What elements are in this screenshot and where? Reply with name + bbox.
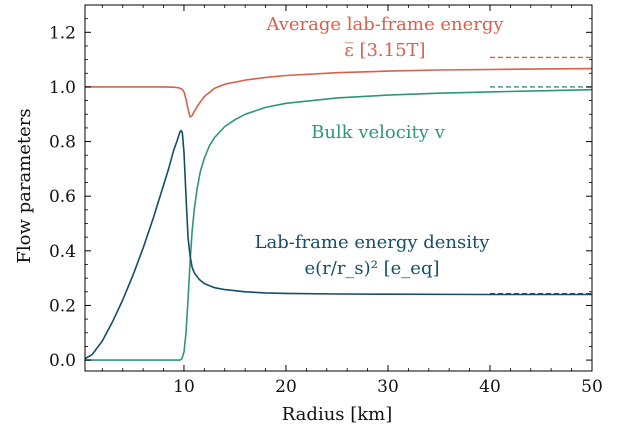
annotation-velocity: Bulk velocity v: [311, 122, 446, 143]
y-tick-label: 1.2: [49, 23, 76, 43]
series-line-density: [84, 129, 592, 360]
x-tick-label: 10: [173, 377, 195, 397]
y-tick-label: 0.4: [49, 242, 76, 262]
x-tick-label: 50: [581, 377, 603, 397]
series-line-velocity: [85, 88, 593, 361]
y-axis-title: Flow parameters: [14, 108, 35, 263]
x-tick-label: 20: [275, 377, 297, 397]
tick-layer: 10 20 30 40 50 0.0 0.2 0.4 0.6 0.8 1.0 1.2: [49, 5, 603, 397]
series-layer: [84, 67, 593, 361]
plot-frame: [84, 4, 593, 372]
annotation-energy-line1: Average lab-frame energy: [265, 14, 504, 35]
annotation-energy-line2: ε̅ [3.15T]: [344, 40, 425, 61]
y-tick-label: 1.0: [49, 78, 76, 98]
y-tick-label: 0.0: [49, 351, 76, 371]
x-tick-label: 40: [479, 377, 501, 397]
annotation-density-line2: e(r/r_s)² [e_eq]: [304, 258, 439, 279]
y-tick-label: 0.6: [49, 187, 76, 207]
asymptote-layer: [489, 56, 592, 295]
y-tick-label: 0.2: [49, 296, 76, 316]
y-tick-label: 0.8: [49, 133, 76, 153]
annotation-density-line1: Lab-frame energy density: [255, 232, 491, 253]
x-tick-label: 30: [377, 377, 399, 397]
x-axis-title: Radius [km]: [282, 404, 393, 425]
series-line-energy: [85, 67, 593, 118]
